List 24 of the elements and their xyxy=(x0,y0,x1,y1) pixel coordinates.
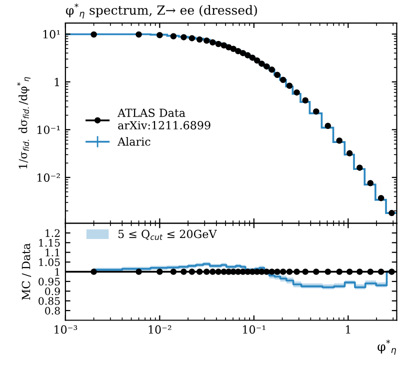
x-axis-title: φ$^{*}$$_{η}$ xyxy=(378,340,396,355)
y-tick-label: 10¹ xyxy=(43,30,60,38)
y-tick-label: 1.2 xyxy=(46,229,60,237)
text: 5 ≤ Q$_{cut}$ ≤ 20GeV xyxy=(118,230,217,240)
y-tick-label: 1.1 xyxy=(46,248,60,256)
y-tick-label: 0.85 xyxy=(38,297,60,305)
y-tick-label: 1 xyxy=(54,78,59,86)
y-tick-label: 1 xyxy=(55,268,60,276)
y-tick-label: 1.05 xyxy=(39,258,60,266)
y-tick-label: 1.15 xyxy=(39,238,60,247)
y-tick-label: 0.9 xyxy=(45,287,60,296)
chart-title: φ$^{*}$$_{η}$ spectrum, Z→ ee (dressed) xyxy=(66,3,257,18)
x-tick-label: 10⁻² xyxy=(148,325,172,334)
y-axis-title: MC / Data xyxy=(22,243,32,300)
y-axis-title: 1/σ$_{fid.}$ dσ$_{fid.}$/dφ$^{*}$$_{η}$ xyxy=(17,77,30,169)
x-tick-label: 10⁻³ xyxy=(54,325,78,334)
y-tick-label: 0.8 xyxy=(45,306,60,315)
legend-label: Alaric xyxy=(117,137,150,146)
x-tick-label: 1 xyxy=(346,325,350,334)
y-tick-label: 0.95 xyxy=(38,278,60,286)
y-tick-label: 10⁻¹ xyxy=(37,126,60,134)
x-tick-label: 10⁻¹ xyxy=(243,325,266,334)
y-tick-label: 10⁻² xyxy=(37,173,60,182)
legend-label: ATLAS Data arXiv:1211.6899 xyxy=(117,108,210,130)
